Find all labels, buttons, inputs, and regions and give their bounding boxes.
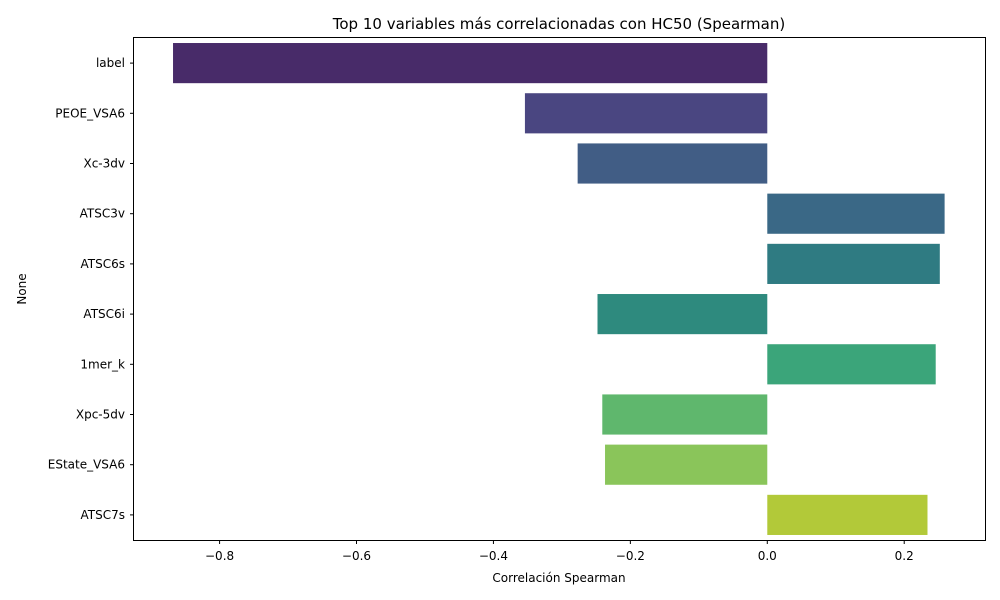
x-tick-label: −0.6 xyxy=(342,549,371,563)
bar-1mer-k xyxy=(767,344,936,385)
x-tick-label: 0.0 xyxy=(758,549,777,563)
bar-atsc6i xyxy=(597,294,768,335)
plot-frame xyxy=(133,37,986,541)
bars-group xyxy=(173,43,945,535)
y-tick-label: Xpc-5dv xyxy=(76,408,125,422)
y-axis-title: None xyxy=(15,273,29,304)
y-tick-label: label xyxy=(96,56,125,70)
bar-xc-3dv xyxy=(577,143,768,184)
x-axis-ticks: −0.8 −0.6 −0.4 −0.2 0.0 0.2 xyxy=(205,540,914,563)
x-tick-label: 0.2 xyxy=(895,549,914,563)
x-tick-label: −0.2 xyxy=(616,549,645,563)
y-tick-label: ATSC6s xyxy=(81,257,126,271)
y-tick-label: 1mer_k xyxy=(80,357,125,371)
bar-estate-vsa6 xyxy=(605,444,768,485)
bar-atsc3v xyxy=(767,193,945,234)
bar-label xyxy=(173,43,768,84)
y-axis-ticks: label PEOE_VSA6 Xc-3dv ATSC3v ATSC6s ATSC6i 1m… xyxy=(48,56,134,522)
y-tick-label: ATSC6i xyxy=(83,307,125,321)
y-tick-label: ATSC3v xyxy=(80,207,125,221)
x-tick-label: −0.4 xyxy=(479,549,508,563)
x-axis-title: Correlación Spearman xyxy=(492,571,625,585)
bar-atsc7s xyxy=(767,494,928,535)
y-tick-label: ATSC7s xyxy=(81,508,126,522)
bar-atsc6s xyxy=(767,243,940,284)
y-tick-label: Xc-3dv xyxy=(83,157,125,171)
y-tick-label: EState_VSA6 xyxy=(48,458,125,472)
bar-xpc-5dv xyxy=(602,394,768,435)
y-tick-label: PEOE_VSA6 xyxy=(55,106,125,120)
bar-peoe-vsa6 xyxy=(524,93,768,134)
chart-title: Top 10 variables más correlacionadas con… xyxy=(332,15,785,33)
x-tick-label: −0.8 xyxy=(205,549,234,563)
